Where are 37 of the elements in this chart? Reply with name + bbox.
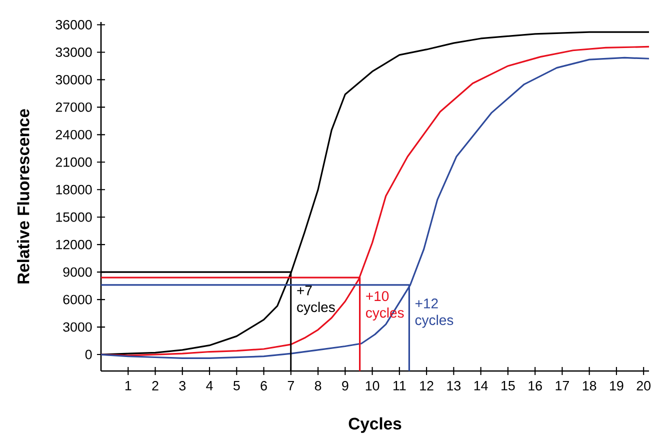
x-tick-label: 8 (314, 381, 322, 390)
y-tick-label: 24000 (56, 130, 92, 140)
y-tick-label: 36000 (56, 20, 92, 30)
y-tick-label: 21000 (56, 157, 92, 167)
x-tick-label: 1 (125, 381, 132, 390)
x-tick-label: 5 (233, 381, 240, 390)
x-tick-label: 18 (582, 381, 596, 390)
y-tick-label: 9000 (63, 267, 92, 277)
y-tick-label: 15000 (56, 212, 92, 222)
x-tick-label: 4 (206, 381, 213, 390)
x-tick-label: 6 (260, 381, 267, 390)
y-tick-label: 0 (85, 350, 92, 360)
y-tick-label: 27000 (56, 102, 92, 112)
x-tick-label: 12 (420, 381, 434, 390)
x-tick-label: 3 (179, 381, 186, 390)
y-tick-label: 18000 (56, 184, 92, 194)
x-tick-label: 20 (636, 381, 650, 390)
x-tick-label: 10 (366, 381, 380, 390)
x-tick-label: 14 (474, 381, 488, 390)
x-tick-label: 17 (556, 381, 569, 390)
x-tick-label: 15 (502, 381, 515, 390)
annotation: +7 cycles (297, 286, 335, 315)
y-tick-label: 6000 (63, 294, 92, 304)
x-tick-label: 16 (528, 381, 542, 390)
x-tick-label: 11 (394, 381, 406, 390)
y-tick-label: 3000 (63, 322, 92, 332)
y-tick-label: 33000 (56, 48, 92, 57)
x-tick-label: 19 (610, 381, 624, 390)
x-axis-title: Cycles (348, 417, 402, 433)
x-tick-label: 13 (447, 381, 461, 390)
y-axis-title: Relative Fluorescence (17, 109, 30, 284)
y-tick-label: 12000 (56, 240, 92, 250)
y-tick-label: 30000 (56, 74, 92, 84)
x-tick-label: 7 (288, 381, 294, 390)
x-tick-label: 9 (342, 381, 348, 390)
x-tick-label: 2 (152, 381, 158, 390)
annotation: +12 cycles (415, 298, 454, 328)
